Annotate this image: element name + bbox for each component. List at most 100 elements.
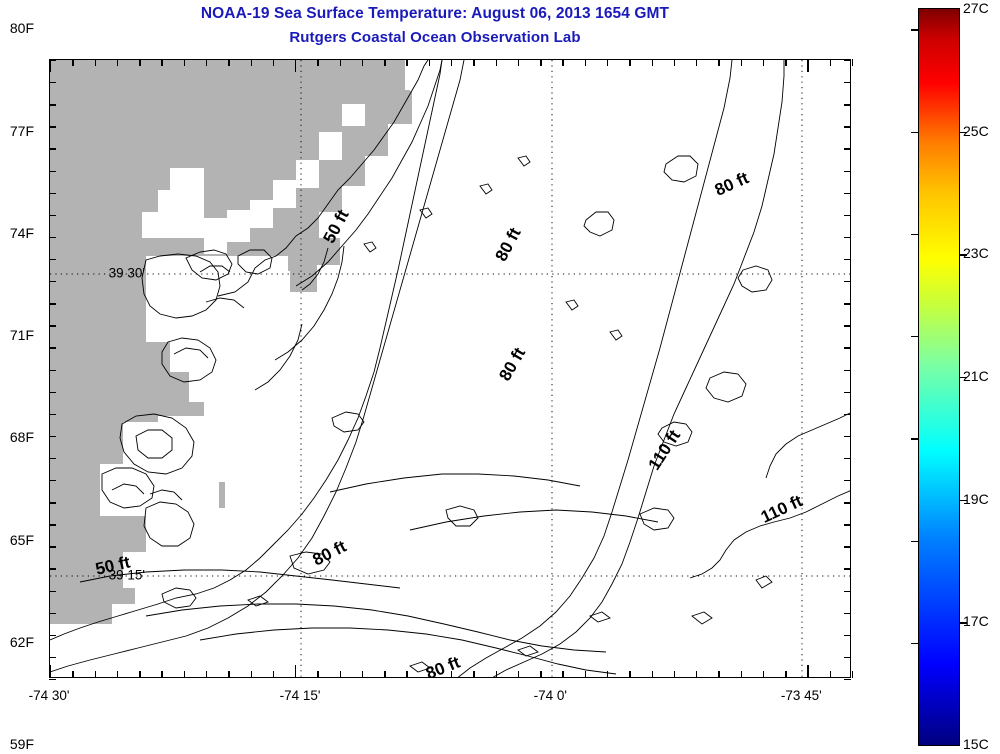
y-axis-minor-tick bbox=[844, 82, 852, 84]
contour-label: 110 ft bbox=[645, 426, 685, 473]
y-axis-minor-tick bbox=[48, 303, 56, 305]
colorbar-label-fahrenheit: 68F bbox=[9, 429, 34, 446]
x-axis-minor-tick bbox=[139, 58, 141, 66]
y-axis-minor-tick bbox=[844, 590, 852, 592]
y-axis-minor-tick bbox=[48, 679, 56, 681]
x-axis-minor-tick bbox=[651, 58, 653, 66]
y-axis-minor-tick bbox=[844, 546, 852, 548]
y-axis-minor-tick bbox=[844, 457, 852, 460]
colorbar-label-celsius: 25C bbox=[963, 122, 989, 139]
x-axis-minor-tick bbox=[785, 58, 787, 66]
x-axis-minor-tick bbox=[272, 671, 275, 679]
x-axis-minor-tick bbox=[428, 671, 431, 679]
x-axis-major-tick bbox=[50, 665, 52, 679]
x-axis-minor-tick bbox=[762, 671, 765, 679]
x-axis-major-tick bbox=[807, 58, 809, 72]
y-axis-minor-tick bbox=[844, 524, 852, 526]
y-axis-minor-tick bbox=[844, 236, 852, 239]
x-axis-minor-tick bbox=[72, 58, 74, 66]
x-axis-tick-label: -74 30' bbox=[28, 688, 70, 703]
y-axis-minor-tick bbox=[48, 126, 56, 128]
x-axis-minor-tick bbox=[183, 671, 186, 679]
y-axis-minor-tick bbox=[844, 568, 852, 570]
x-axis-minor-tick bbox=[829, 671, 832, 679]
x-axis-minor-tick bbox=[651, 671, 653, 679]
x-axis-minor-tick bbox=[183, 58, 186, 66]
colorbar-label-fahrenheit: 71F bbox=[9, 326, 34, 343]
x-axis-minor-tick bbox=[740, 58, 742, 66]
x-axis-minor-tick bbox=[495, 671, 497, 679]
colorbar-label-celsius: 27C bbox=[963, 0, 989, 16]
colorbar-label-celsius: 23C bbox=[963, 245, 989, 262]
y-axis-minor-tick bbox=[48, 369, 56, 371]
x-axis-minor-tick bbox=[339, 671, 341, 679]
y-axis-minor-tick bbox=[844, 104, 852, 106]
x-axis-minor-tick bbox=[473, 671, 475, 679]
colorbar-label-celsius: 19C bbox=[963, 490, 989, 507]
x-axis-minor-tick bbox=[606, 58, 609, 66]
y-axis-minor-tick bbox=[48, 634, 56, 637]
x-axis-minor-tick bbox=[562, 58, 564, 66]
x-axis-minor-tick bbox=[250, 671, 252, 679]
x-axis-minor-tick bbox=[272, 58, 275, 66]
colorbar-tick-f bbox=[911, 540, 919, 543]
x-axis-major-tick bbox=[295, 58, 297, 72]
y-axis-minor-tick bbox=[48, 325, 56, 327]
x-axis-minor-tick bbox=[540, 671, 542, 679]
x-axis-minor-tick bbox=[228, 58, 230, 66]
y-axis-minor-tick bbox=[844, 170, 852, 172]
x-axis-minor-tick bbox=[718, 671, 720, 679]
x-axis-minor-tick bbox=[406, 671, 408, 679]
x-axis-tick-label: -74 15' bbox=[279, 688, 321, 703]
y-axis-minor-tick bbox=[844, 303, 852, 305]
y-axis-minor-tick bbox=[48, 258, 56, 261]
y-axis-tick-label: 39 30' bbox=[108, 265, 145, 281]
y-axis-minor-tick bbox=[844, 502, 852, 504]
map-canvas: 50 ft 80 ft 80 ft 80 ft 110 ft 110 ft 50 ft 80 … bbox=[50, 60, 850, 677]
x-axis-minor-tick bbox=[517, 671, 520, 679]
x-axis-minor-tick bbox=[361, 671, 364, 679]
y-axis-minor-tick bbox=[48, 148, 56, 150]
x-axis-minor-tick bbox=[428, 58, 431, 66]
x-axis-minor-tick bbox=[94, 671, 96, 679]
y-axis-minor-tick bbox=[844, 679, 852, 681]
x-axis-minor-tick bbox=[406, 58, 408, 66]
y-axis-minor-tick bbox=[844, 480, 852, 482]
x-axis-minor-tick bbox=[250, 58, 252, 66]
x-axis-minor-tick bbox=[473, 58, 475, 66]
x-axis-minor-tick bbox=[740, 671, 742, 679]
y-axis-minor-tick bbox=[48, 435, 56, 438]
x-axis-minor-tick bbox=[696, 671, 698, 679]
x-axis-tick-label: -74 0' bbox=[533, 688, 567, 703]
colorbar-label-fahrenheit: 65F bbox=[9, 531, 34, 548]
y-axis-minor-tick bbox=[48, 170, 56, 172]
x-axis-minor-tick bbox=[116, 58, 119, 66]
y-axis-minor-tick bbox=[844, 214, 852, 217]
page-title: NOAA-19 Sea Surface Temperature: August … bbox=[200, 5, 670, 22]
graticule-layer bbox=[50, 60, 850, 677]
temperature-colorbar[interactable] bbox=[911, 8, 967, 746]
x-axis-minor-tick bbox=[673, 671, 676, 679]
x-axis-minor-tick bbox=[495, 58, 497, 66]
colorbar-tick-f bbox=[911, 335, 919, 338]
y-axis-minor-tick bbox=[844, 634, 852, 637]
contour-label: 80 ft bbox=[712, 168, 752, 200]
x-axis-minor-tick bbox=[584, 58, 587, 66]
y-axis-minor-tick bbox=[844, 192, 852, 195]
x-axis-minor-tick bbox=[317, 671, 319, 679]
colorbar-label-fahrenheit: 77F bbox=[9, 122, 34, 139]
y-axis-minor-tick bbox=[844, 391, 852, 393]
x-axis-minor-tick bbox=[540, 58, 542, 66]
colorbar-tick-c bbox=[959, 131, 967, 133]
contour-label: 110 ft bbox=[758, 491, 806, 527]
sst-map-plot[interactable]: 50 ft 80 ft 80 ft 80 ft 110 ft 110 ft 50 ft 80 … bbox=[48, 58, 854, 681]
x-axis-minor-tick bbox=[629, 58, 631, 66]
contour-label: 80 ft bbox=[310, 537, 350, 570]
coastline-and-bathymetry-layer bbox=[50, 60, 850, 677]
colorbar-tick-f bbox=[911, 29, 919, 31]
y-axis-minor-tick bbox=[844, 347, 852, 349]
y-axis-minor-tick bbox=[844, 369, 852, 371]
x-axis-minor-tick bbox=[584, 671, 587, 679]
y-axis-minor-tick bbox=[844, 148, 852, 150]
y-axis-minor-tick bbox=[48, 236, 56, 239]
